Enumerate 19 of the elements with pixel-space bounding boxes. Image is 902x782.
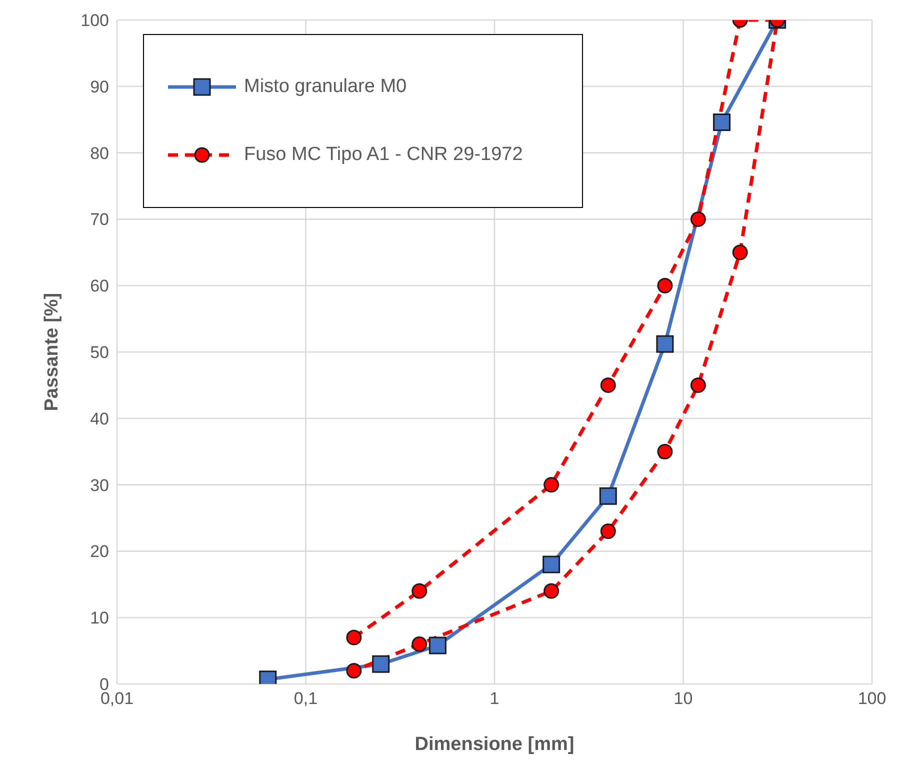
x-tick-label: 0,01 — [100, 689, 134, 708]
y-tick-label: 30 — [90, 476, 109, 495]
y-tick-label: 90 — [90, 77, 109, 96]
y-tick-label: 10 — [90, 608, 109, 628]
y-tick-label: 80 — [90, 144, 109, 163]
x-tick-label: 100 — [858, 689, 886, 708]
y-tick-label: 60 — [90, 276, 109, 296]
y-tick-label: 20 — [90, 542, 109, 562]
x-tick-label: 0,1 — [294, 689, 318, 708]
y-tick-label: 70 — [90, 210, 109, 230]
y-axis-title: Passante [%] — [42, 292, 63, 412]
x-axis-title: Dimensione [mm] — [414, 734, 574, 755]
legend-label: Misto granulare M0 — [244, 76, 407, 98]
legend-label: Fuso MC Tipo A1 - CNR 29-1972 — [244, 144, 523, 166]
y-tick-label: 50 — [90, 343, 109, 362]
x-tick-label: 1 — [490, 689, 500, 708]
y-tick-label: 100 — [80, 11, 109, 30]
y-tick-label: 40 — [90, 409, 109, 428]
x-tick-label: 10 — [674, 689, 693, 708]
